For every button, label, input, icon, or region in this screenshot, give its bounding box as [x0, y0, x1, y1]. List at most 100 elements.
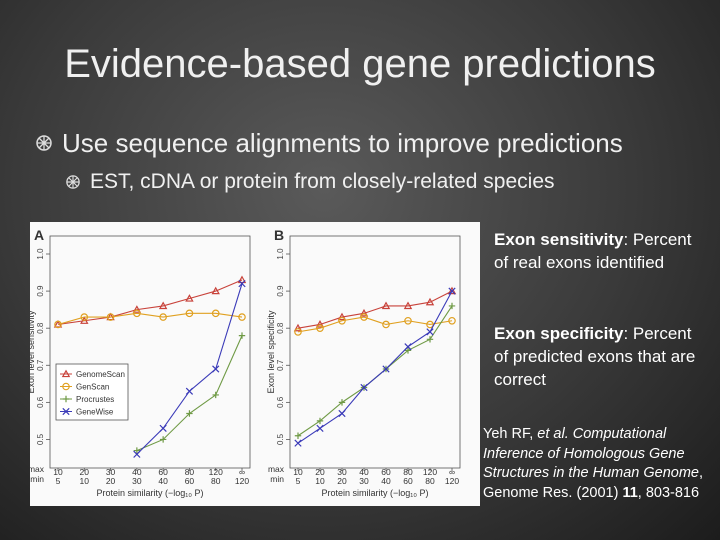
marker	[133, 309, 141, 318]
x-tick-label: 60	[403, 476, 413, 486]
marker	[294, 432, 302, 439]
marker	[294, 328, 302, 336]
bullet-icon	[36, 135, 52, 151]
marker	[132, 305, 142, 313]
bullet-icon	[66, 175, 80, 189]
series-line	[297, 290, 453, 329]
x-tick-label: 10	[293, 467, 303, 477]
row-label: max	[268, 464, 285, 474]
legend-label: GeneWise	[76, 408, 114, 417]
y-axis-label: Exon level sensitivity	[30, 310, 36, 394]
y-tick-label: 0.7	[36, 359, 45, 371]
x-tick-label: 10	[315, 476, 325, 486]
x-tick-label: 10	[80, 476, 90, 486]
marker	[62, 407, 70, 416]
marker	[238, 280, 246, 288]
x-tick-label: 20	[80, 467, 90, 477]
x-tick-label: 40	[132, 467, 142, 477]
x-tick-label: 80	[425, 476, 435, 486]
marker	[211, 309, 220, 318]
panel-label: A	[34, 227, 44, 243]
bullet: EST, cDNA or protein from closely-relate…	[90, 170, 555, 193]
definition-text: : Percent of real exons identified	[494, 230, 692, 272]
marker	[185, 387, 194, 395]
marker	[337, 312, 347, 321]
y-tick-label: 0.6	[36, 396, 45, 408]
legend-label: Procrustes	[76, 395, 114, 404]
term: Exon sensitivity	[494, 230, 624, 249]
marker	[238, 313, 246, 321]
marker	[54, 320, 62, 329]
citation-part: , Genome Res. (2001)	[483, 465, 704, 501]
x-tick-label: 60	[185, 476, 195, 486]
citation-part: 11	[622, 484, 638, 501]
y-tick-label: 0.7	[276, 359, 285, 371]
marker	[447, 286, 457, 295]
marker	[293, 323, 303, 332]
marker	[404, 343, 412, 351]
bullet: Use sequence alignments to improve predi…	[62, 128, 623, 158]
marker	[159, 424, 167, 432]
x-tick-label: ∞	[449, 467, 455, 477]
marker	[212, 365, 220, 373]
y-tick-label: 1.0	[276, 248, 285, 260]
marker	[338, 316, 346, 325]
marker	[159, 436, 167, 443]
series-line	[57, 312, 243, 326]
x-tick-label: 60	[158, 467, 168, 477]
marker	[426, 328, 434, 336]
plot-frame	[49, 235, 251, 469]
plot-frame	[289, 235, 461, 469]
marker	[404, 347, 412, 354]
marker	[404, 316, 412, 325]
definition: Exon specificity: Percent of predicted e…	[494, 322, 709, 391]
x-tick-label: 30	[106, 467, 116, 477]
y-tick-label: 0.9	[276, 285, 285, 297]
marker	[338, 409, 346, 418]
marker	[316, 424, 324, 432]
figure: A 0.5 0.6 0.7 0.8 0.9 1.0 Exon level sensitivit…	[30, 222, 480, 506]
series-line	[297, 290, 453, 444]
marker	[403, 301, 413, 310]
marker	[426, 320, 434, 329]
marker	[381, 301, 391, 310]
marker	[448, 302, 456, 310]
marker	[448, 287, 456, 295]
x-tick-label: 40	[381, 476, 391, 486]
y-tick-label: 1.0	[36, 248, 45, 260]
definition-text: : Percent of predicted exons that are co…	[494, 324, 696, 389]
x-tick-label: 40	[359, 467, 369, 477]
marker	[426, 336, 434, 343]
y-tick-label: 0.6	[276, 396, 285, 408]
marker	[315, 320, 325, 328]
x-tick-label: 30	[359, 476, 369, 486]
marker	[382, 365, 390, 373]
x-tick-label: 5	[56, 476, 61, 486]
x-tick-label: 20	[106, 476, 116, 486]
marker	[360, 313, 368, 321]
x-tick-label: 20	[315, 467, 325, 477]
marker	[237, 275, 247, 284]
marker	[159, 313, 167, 321]
marker	[186, 410, 193, 417]
citation-part: , 803-816	[637, 484, 700, 501]
x-tick-label: 80	[403, 467, 413, 477]
marker	[425, 297, 435, 306]
x-tick-label: 10	[53, 467, 63, 477]
citation-part: et al. Computational Inference of Homolo…	[483, 426, 699, 481]
x-tick-label: 120	[235, 476, 249, 486]
marker	[360, 383, 368, 392]
definition: Exon sensitivity: Percent of real exons …	[494, 228, 709, 274]
marker	[359, 308, 369, 317]
marker	[448, 316, 456, 325]
citation: Yeh RF, et al. Computational Inference o…	[483, 425, 711, 503]
x-axis-label: Protein similarity (−log₁₀ P)	[96, 488, 203, 498]
marker	[185, 309, 194, 318]
slide-title: Evidence-based gene predictions	[64, 42, 656, 86]
marker	[62, 395, 70, 403]
x-axis-label: Protein similarity (−log₁₀ P)	[321, 488, 428, 498]
x-tick-label: 20	[337, 476, 347, 486]
legend-label: GenScan	[76, 383, 109, 392]
x-tick-label: 120	[423, 467, 437, 477]
